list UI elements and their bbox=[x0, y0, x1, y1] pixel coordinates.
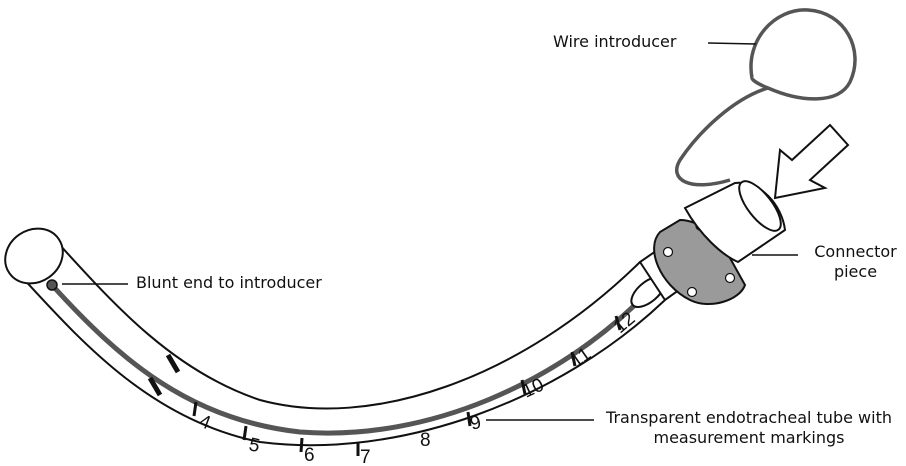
inner-wire bbox=[50, 283, 644, 436]
wire-introducer-lead bbox=[675, 86, 769, 187]
marking-5: 5 bbox=[247, 434, 262, 457]
tube-outer-lower bbox=[19, 274, 666, 447]
tick-10 bbox=[520, 379, 527, 395]
leader-wire-introducer bbox=[707, 42, 757, 45]
arrow-icon bbox=[773, 123, 850, 200]
tick-11 bbox=[570, 351, 577, 367]
label-connector-piece: Connector piece bbox=[808, 242, 903, 282]
marking-9: 9 bbox=[468, 412, 484, 435]
tick-4 bbox=[192, 401, 198, 417]
label-connector-line2: piece bbox=[833, 262, 878, 281]
marking-7: 7 bbox=[360, 447, 371, 466]
blunt-end-tip bbox=[46, 279, 58, 291]
wire-introducer-loop bbox=[749, 8, 857, 101]
label-tube: Transparent endotracheal tube with measu… bbox=[596, 408, 902, 448]
connector-piece bbox=[638, 180, 787, 305]
tick-9 bbox=[466, 411, 472, 427]
label-tube-line2: measurement markings bbox=[653, 428, 845, 447]
marking-8: 8 bbox=[420, 430, 431, 451]
tube-band-1 bbox=[165, 353, 181, 374]
marking-10: 10 bbox=[519, 375, 547, 403]
tube-band-2 bbox=[147, 376, 163, 397]
marking-4: 4 bbox=[196, 411, 214, 434]
marking-12: 12 bbox=[610, 308, 640, 338]
tube-outer-upper bbox=[47, 231, 641, 410]
marking-6: 6 bbox=[304, 445, 315, 466]
tick-6 bbox=[299, 437, 304, 453]
label-connector-line1: Connector bbox=[814, 242, 897, 261]
tick-12 bbox=[614, 315, 622, 331]
tick-5 bbox=[242, 425, 248, 441]
label-tube-line1: Transparent endotracheal tube with bbox=[606, 408, 892, 427]
blunt-end-ellipse bbox=[4, 227, 64, 285]
label-blunt-end: Blunt end to introducer bbox=[136, 273, 322, 292]
label-wire-introducer: Wire introducer bbox=[553, 32, 677, 51]
marking-11: 11 bbox=[567, 344, 595, 373]
